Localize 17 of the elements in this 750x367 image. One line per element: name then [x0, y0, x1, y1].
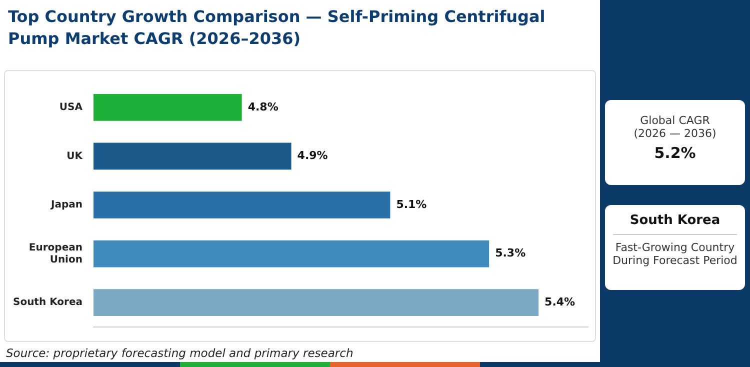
- data-label: 4.9%: [297, 149, 328, 162]
- text: Fast-Growing Country During Forecast Period: [612, 241, 738, 267]
- data-label: 5.1%: [396, 198, 427, 211]
- text: South Korea: [613, 205, 737, 235]
- data-label: 4.8%: [248, 100, 278, 114]
- y-tick-label: UK: [66, 150, 84, 162]
- chart-title: Top Country Growth Comparison — Self-Priming Centrifugal Pump Market CAGR (2026–2036): [8, 6, 546, 50]
- data-label: 5.4%: [544, 295, 576, 308]
- y-tick-label: South Korea: [12, 297, 82, 308]
- source-note: Source: proprietary forecasting model and primary research: [6, 346, 354, 360]
- text: 5.2%: [653, 144, 697, 162]
- data-label: 5.3%: [495, 246, 526, 260]
- y-tick-label: Japan: [50, 200, 82, 211]
- y-tick-label: USA: [59, 102, 83, 113]
- text: Global CAGR: [639, 114, 711, 127]
- text: (2026 — 2036): [632, 127, 718, 140]
- y-tick-label: European Union: [28, 242, 82, 266]
